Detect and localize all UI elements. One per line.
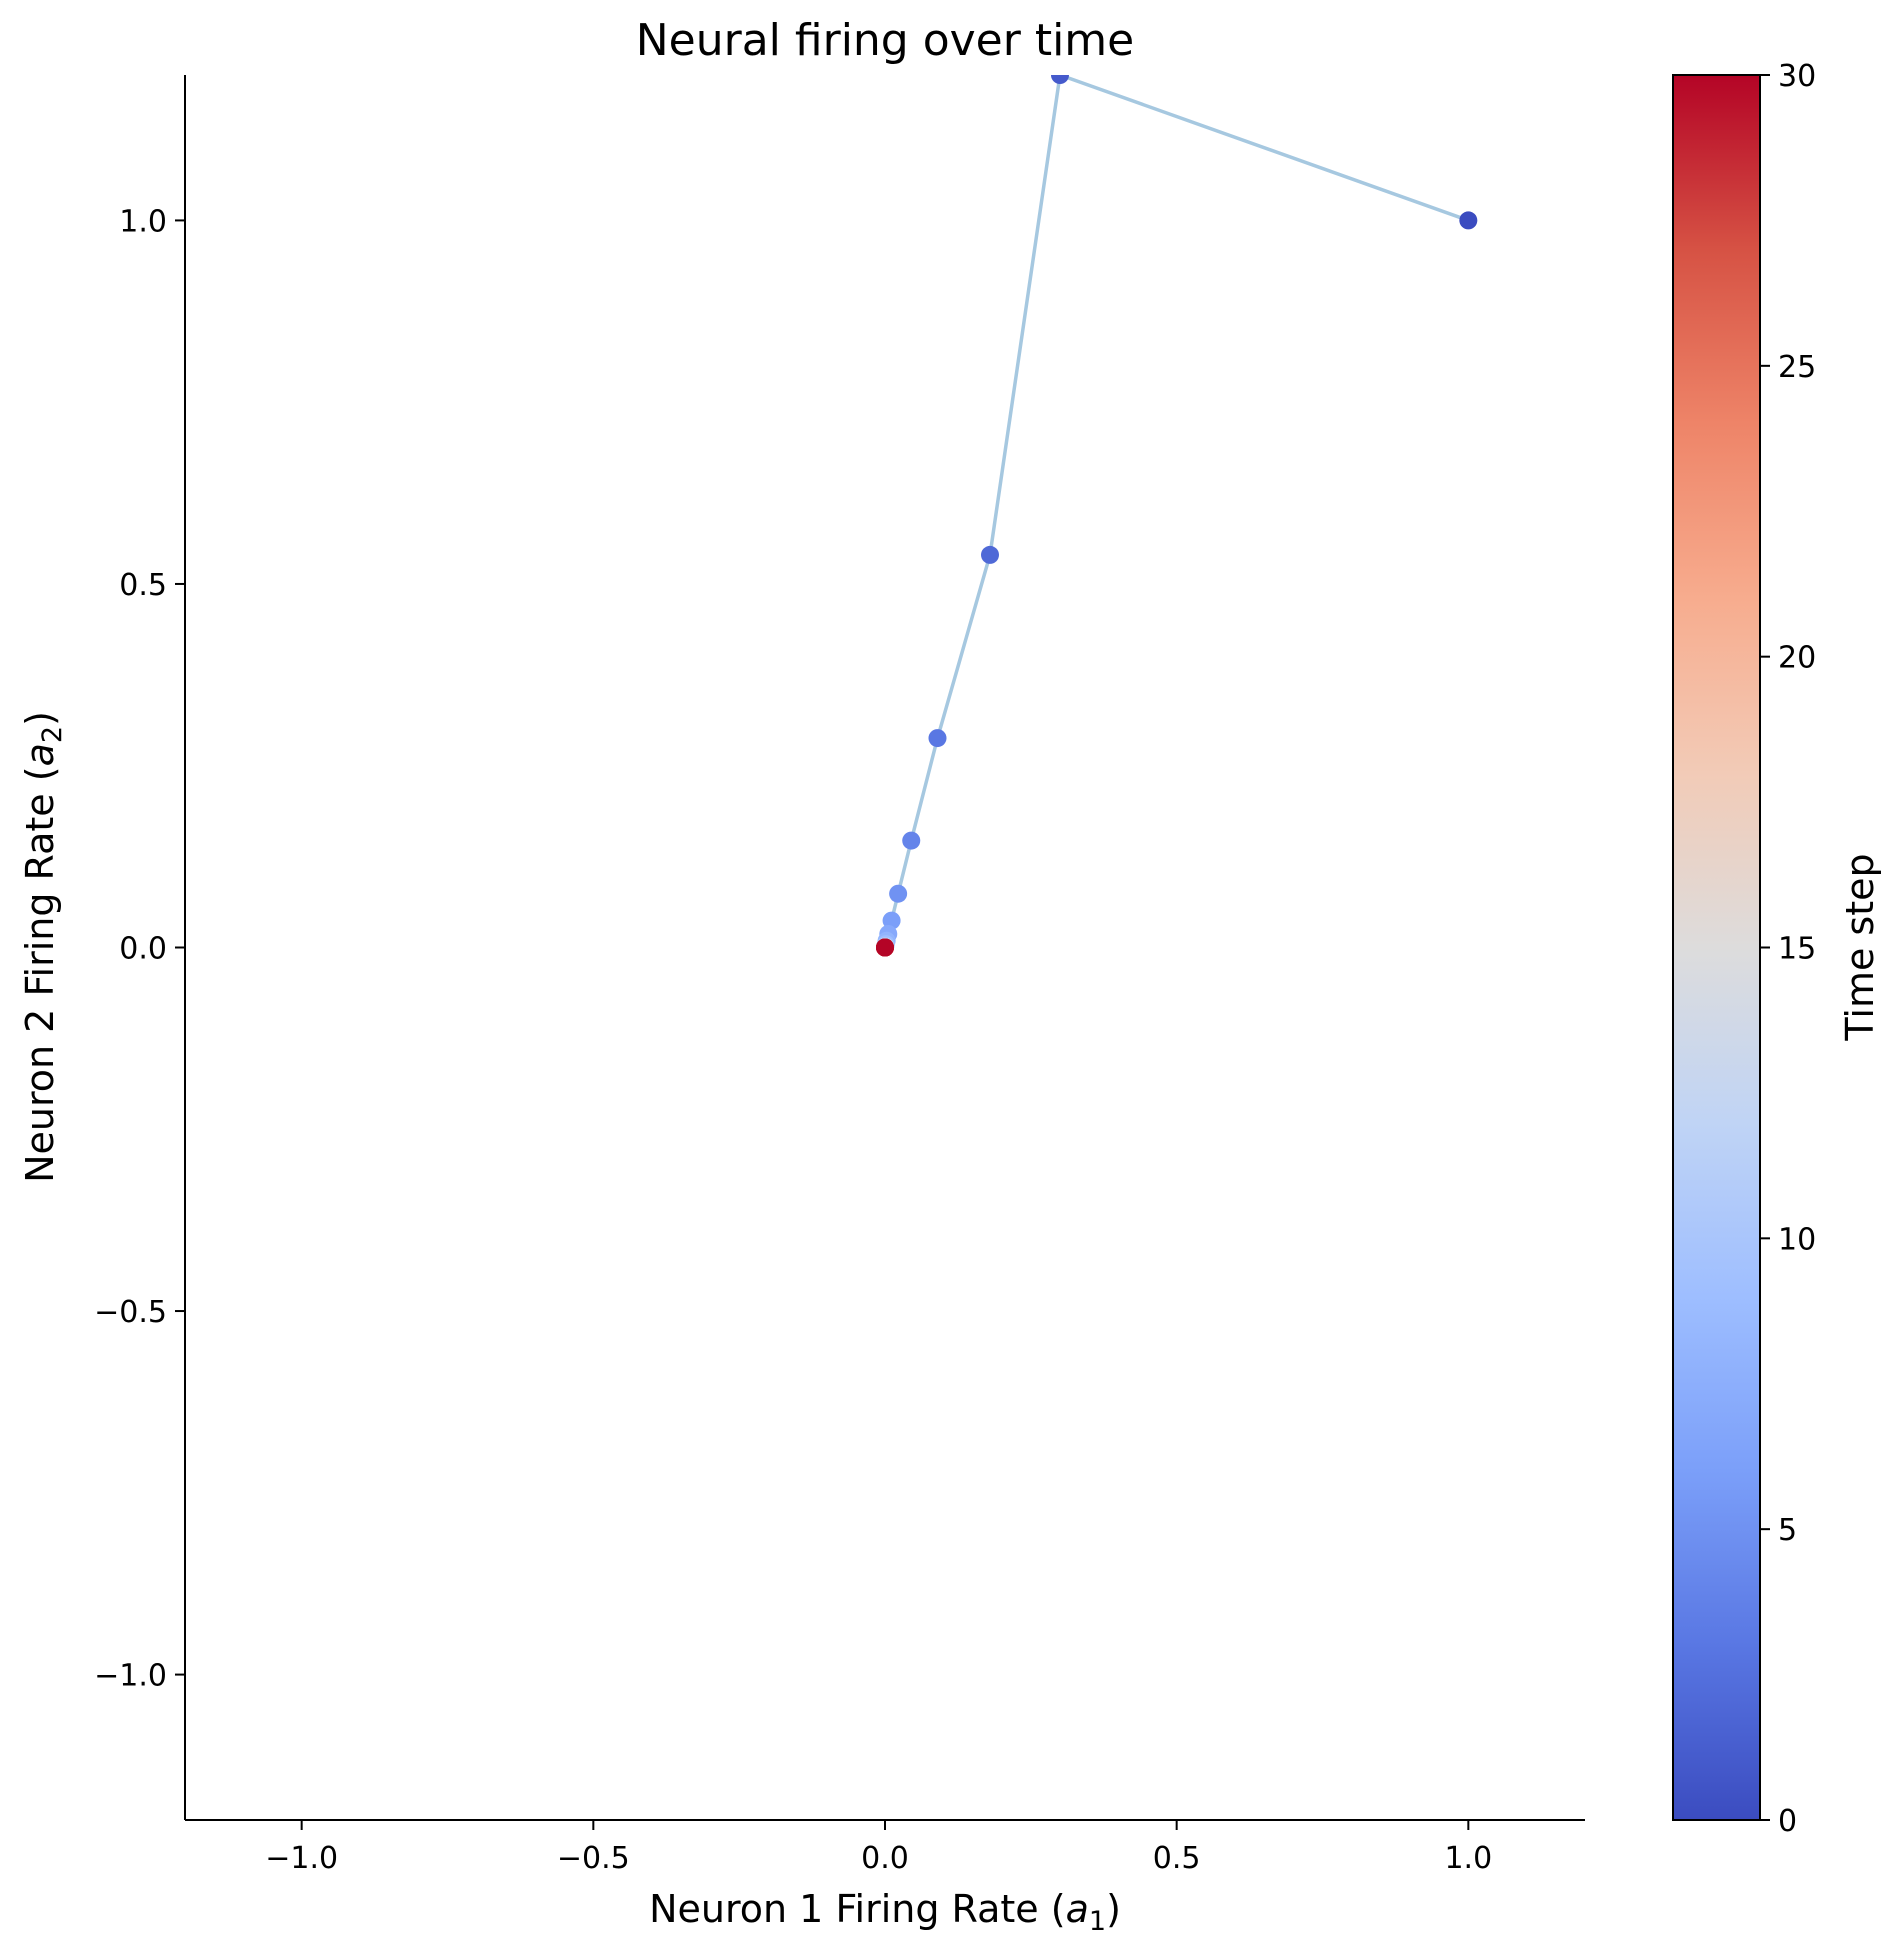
x-tick-label: 0.5 xyxy=(1153,1841,1201,1876)
y-tick-label: −1.0 xyxy=(94,1659,167,1694)
colorbar: 0 5 10 15 20 25 30 Time step xyxy=(1672,59,1882,1839)
x-ticks: −1.0 −0.5 0.0 0.5 1.0 xyxy=(265,1820,1492,1876)
x-tick-label: −1.0 xyxy=(265,1841,338,1876)
colorbar-tick-label: 30 xyxy=(1778,59,1816,94)
data-point xyxy=(889,884,908,903)
trajectory-line xyxy=(883,75,1469,950)
y-tick-label: 0.0 xyxy=(119,932,167,967)
x-tick-label: 1.0 xyxy=(1444,1841,1492,1876)
colorbar-tick-label: 5 xyxy=(1778,1513,1797,1548)
y-ticks: −1.0 −0.5 0.0 0.5 1.0 xyxy=(94,204,185,1694)
data-point xyxy=(1459,211,1478,230)
data-point xyxy=(1051,75,1069,84)
x-axis-label: Neuron 1 Firing Rate (a1) xyxy=(649,1887,1121,1937)
data-marks xyxy=(876,75,1478,957)
colorbar-tick-label: 10 xyxy=(1778,1222,1816,1257)
y-axis-label: Neuron 2 Firing Rate (a2) xyxy=(18,711,68,1183)
colorbar-tick-label: 20 xyxy=(1778,641,1816,676)
chart-title: Neural firing over time xyxy=(636,15,1134,66)
colorbar-label: Time step xyxy=(1838,853,1882,1041)
colorbar-tick-label: 15 xyxy=(1778,932,1816,967)
plot-area: −1.0 −0.5 0.0 0.5 1.0 −1.0 −0.5 0.0 0.5 1.0 xyxy=(94,75,1585,1876)
y-tick-label: 0.5 xyxy=(119,568,167,603)
colorbar-ticks: 0 5 10 15 20 25 30 xyxy=(1760,59,1816,1839)
data-point xyxy=(928,729,947,748)
data-point xyxy=(876,938,894,957)
colorbar-gradient xyxy=(1672,74,1761,1821)
data-point xyxy=(981,545,999,564)
y-tick-label: −0.5 xyxy=(94,1295,167,1330)
data-point xyxy=(902,831,921,850)
x-tick-label: −0.5 xyxy=(557,1841,630,1876)
colorbar-tick-label: 25 xyxy=(1778,350,1816,385)
x-tick-label: 0.0 xyxy=(861,1841,909,1876)
y-tick-label: 1.0 xyxy=(119,204,167,239)
colorbar-tick-label: 0 xyxy=(1778,1804,1797,1839)
